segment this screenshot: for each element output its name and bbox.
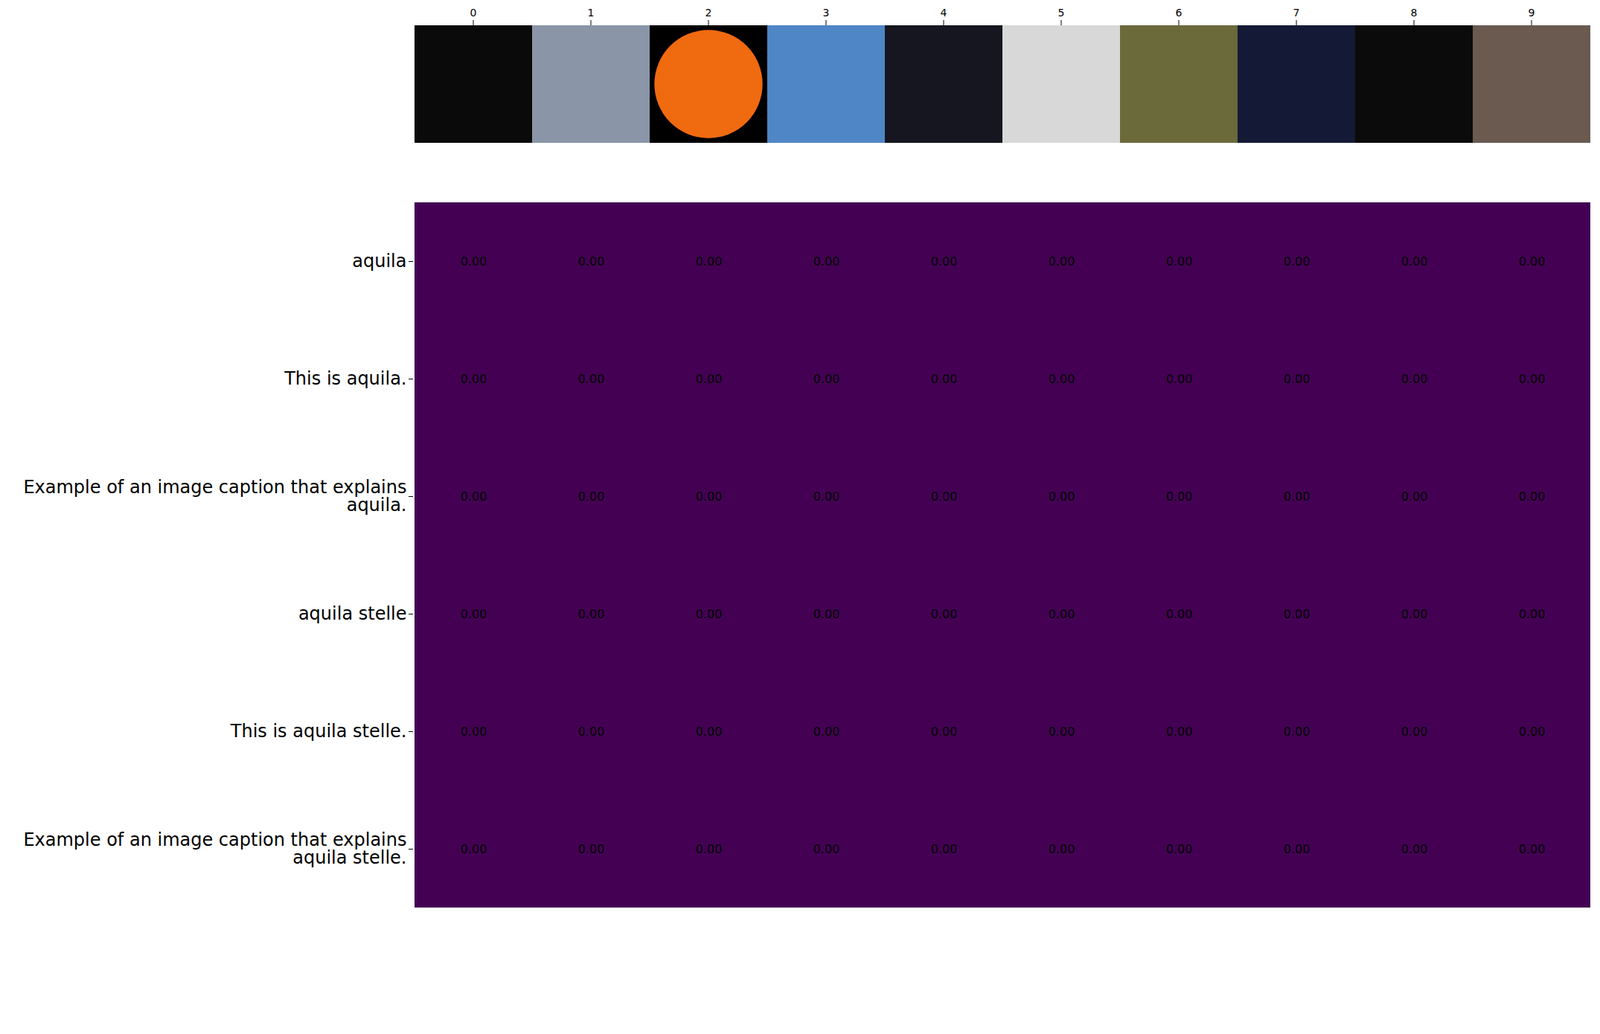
svg-text:0.00: 0.00 [695,372,723,387]
svg-text:0.00: 0.00 [813,254,841,269]
svg-text:0.00: 0.00 [695,724,723,739]
svg-text:6: 6 [1175,6,1183,19]
svg-text:7: 7 [1293,6,1301,19]
svg-text:9: 9 [1528,6,1536,19]
svg-text:0.00: 0.00 [460,489,488,504]
svg-text:0.00: 0.00 [1283,607,1311,622]
svg-text:0.00: 0.00 [813,372,841,387]
svg-text:0.00: 0.00 [930,254,958,269]
svg-text:0.00: 0.00 [1048,372,1076,387]
svg-text:0.00: 0.00 [1401,372,1429,387]
svg-text:0.00: 0.00 [1401,254,1429,269]
svg-text:0.00: 0.00 [930,607,958,622]
svg-text:0.00: 0.00 [1166,724,1193,739]
svg-text:0.00: 0.00 [460,724,488,739]
svg-text:0.00: 0.00 [930,842,958,857]
svg-text:0.00: 0.00 [578,842,606,857]
svg-text:0.00: 0.00 [695,254,723,269]
svg-text:0.00: 0.00 [1166,489,1193,504]
svg-text:0.00: 0.00 [1401,607,1429,622]
svg-text:This is aquila stelle.: This is aquila stelle. [229,721,408,742]
svg-text:0.00: 0.00 [578,372,606,387]
svg-text:0.00: 0.00 [1401,489,1429,504]
svg-text:0.00: 0.00 [1518,724,1546,739]
svg-text:0.00: 0.00 [813,842,841,857]
svg-text:0.00: 0.00 [930,372,958,387]
svg-text:0.00: 0.00 [1518,607,1546,622]
svg-text:0.00: 0.00 [578,254,606,269]
svg-text:0.00: 0.00 [1518,489,1546,504]
svg-text:0.00: 0.00 [1166,842,1193,857]
svg-text:5: 5 [1058,6,1065,19]
svg-text:0.00: 0.00 [813,607,841,622]
svg-text:8: 8 [1410,6,1418,19]
svg-text:0.00: 0.00 [1283,372,1311,387]
svg-text:0.00: 0.00 [460,842,488,857]
svg-text:0.00: 0.00 [1048,724,1076,739]
svg-text:0.00: 0.00 [460,607,488,622]
svg-text:3: 3 [823,6,830,19]
svg-text:0.00: 0.00 [1518,254,1546,269]
svg-text:0.00: 0.00 [1166,254,1193,269]
svg-text:0.00: 0.00 [460,372,488,387]
svg-text:0.00: 0.00 [1283,842,1311,857]
svg-text:0.00: 0.00 [1048,254,1076,269]
svg-text:0.00: 0.00 [1283,254,1311,269]
svg-text:0.00: 0.00 [695,489,723,504]
svg-text:0.00: 0.00 [1166,607,1193,622]
svg-text:0.00: 0.00 [930,724,958,739]
svg-text:aquila stelle: aquila stelle [298,603,408,625]
svg-text:0.00: 0.00 [695,842,723,857]
svg-text:0.00: 0.00 [578,724,606,739]
svg-text:2: 2 [705,6,713,19]
svg-text:0.00: 0.00 [1048,489,1076,504]
svg-text:0.00: 0.00 [460,254,488,269]
svg-text:0.00: 0.00 [813,724,841,739]
svg-text:0.00: 0.00 [578,607,606,622]
svg-text:Example of an image caption th: Example of an image caption that explain… [23,477,407,516]
svg-text:1: 1 [587,6,595,19]
svg-text:0: 0 [470,6,478,19]
svg-text:This is aquila.: This is aquila. [283,368,407,390]
svg-text:Example of an image caption th: Example of an image caption that explain… [23,829,407,869]
svg-text:0.00: 0.00 [695,607,723,622]
svg-text:0.00: 0.00 [930,489,958,504]
svg-text:aquila: aquila [352,250,407,272]
svg-text:0.00: 0.00 [578,489,606,504]
svg-text:0.00: 0.00 [1518,372,1546,387]
svg-text:0.00: 0.00 [1166,372,1193,387]
svg-text:0.00: 0.00 [1518,842,1546,857]
svg-text:0.00: 0.00 [1048,842,1076,857]
svg-text:0.00: 0.00 [1283,489,1311,504]
svg-text:0.00: 0.00 [1401,842,1429,857]
svg-text:0.00: 0.00 [813,489,841,504]
svg-text:4: 4 [940,6,948,19]
svg-text:0.00: 0.00 [1401,724,1429,739]
svg-text:0.00: 0.00 [1048,607,1076,622]
svg-text:0.00: 0.00 [1283,724,1311,739]
